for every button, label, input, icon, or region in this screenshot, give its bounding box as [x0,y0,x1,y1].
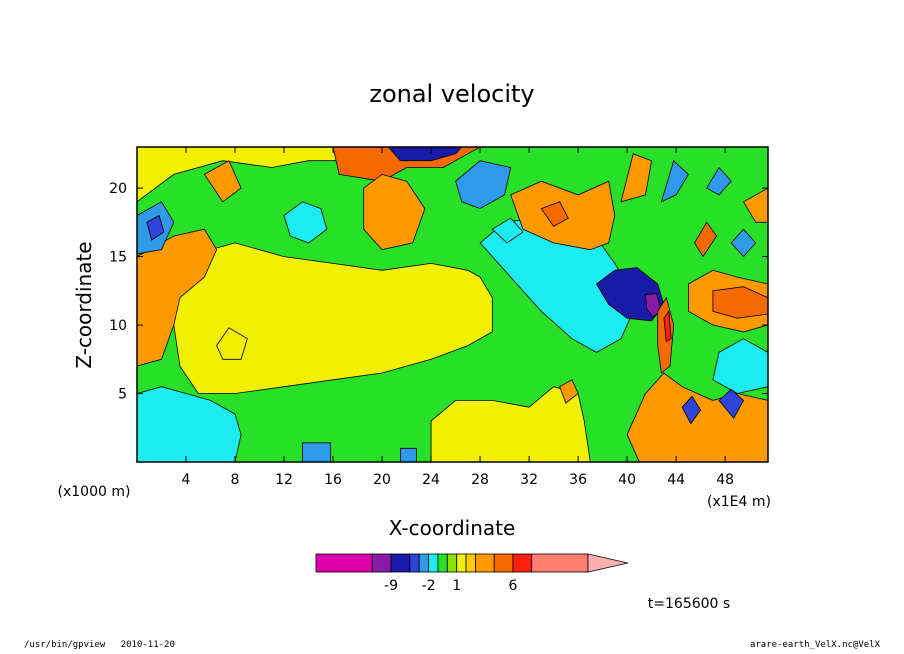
contour-region-darkorange [540,201,569,227]
contour-region-sky [660,159,689,203]
plot-date: 2010-11-20 [120,640,175,650]
contour-region-blue [146,214,165,241]
x-axis-ticks: 4 8 12 16 20 24 28 32 36 40 44 48 [182,147,734,488]
plot-area [137,147,768,462]
contour-region-orange [559,379,579,404]
colorbar-swatch-purple [371,553,392,573]
source-file: arare-earth_VelX.nc@VelX [749,640,880,650]
contour-region-cyan [283,201,328,244]
program-path: /usr/bin/gpview [24,640,106,650]
colorbar-swatch-gold [465,553,476,573]
colorbar-tick-label: 6 [509,578,518,594]
x-scale-label: (x1E4 m) [707,494,771,510]
colorbar-tick-label: -9 [384,578,398,594]
x-axis-label: X-coordinate [389,516,516,540]
contour-region-cyan [137,386,242,462]
colorbar-swatch-green [437,553,448,573]
contour-region-darkorange [694,221,717,258]
colorbar [315,553,629,573]
x-tick-label: 12 [275,472,293,488]
y-tick-label: 15 [109,250,127,266]
contour-region-cyan [491,217,524,244]
contour-region-sky [706,166,732,196]
time-label: t=165600 s [648,596,730,612]
colorbar-tick-label: 1 [452,578,461,594]
colorbar-swatch-magenta [315,553,373,573]
contour-region-navy [387,147,463,162]
x-unit-label: (x1000 m) [58,484,131,500]
contour-region-sky [455,160,512,210]
contour-region-purple [645,293,662,318]
x-tick-label: 44 [667,472,685,488]
y-tick-label: 5 [118,387,127,403]
colorbar-swatch-navy [390,553,411,573]
contour-region-sky [301,442,332,462]
contour-region-cyan [712,338,768,394]
contour-region-orange [742,187,768,223]
x-tick-label: 28 [471,472,489,488]
colorbar-labels: -9 -2 1 6 [384,578,517,594]
contour-region-darkorange [712,286,768,319]
y-tick-label: 20 [109,181,127,197]
colorbar-swatch-blue [409,553,420,573]
x-tick-label: 20 [373,472,391,488]
contour-region-orange [137,228,218,367]
x-tick-label: 36 [569,472,587,488]
chart-title: zonal velocity [369,80,534,108]
colorbar-swatch-yellow [456,553,467,573]
colorbar-swatch-sky [418,553,429,573]
x-tick-label: 48 [716,472,734,488]
x-tick-label: 8 [231,472,240,488]
colorbar-swatch-red [512,553,533,573]
colorbar-swatch-lime [446,553,458,573]
contour-region-yellow [430,386,591,462]
contour-region-sky [730,228,757,258]
footer-source-file: arare-earth_VelX.nc@VelX [750,640,880,650]
contour-region-blue [681,395,702,425]
contour-region-yellow [216,327,248,360]
colorbar-extend-arrow [587,553,629,573]
colorbar-swatch-darkorange [493,553,514,573]
x-tick-label: 32 [520,472,538,488]
footer-program-info: /usr/bin/gpview 2010-11-20 [24,640,175,650]
y-axis-ticks: 5 10 15 20 [109,181,768,403]
y-tick-label: 10 [109,318,127,334]
x-tick-label: 4 [182,472,191,488]
contour-region-yellow [173,242,493,394]
colorbar-swatch-salmon [531,553,589,573]
contour-region-sky [399,447,417,462]
contour-region-orange [620,153,653,203]
x-tick-label: 24 [422,472,440,488]
contour-region-red [663,310,672,343]
colorbar-swatch-orange [475,553,495,573]
colorbar-swatch-cyan [428,553,439,573]
contour-region-blue [718,388,745,419]
colorbar-tick-label: -2 [422,578,436,594]
x-tick-label: 40 [618,472,636,488]
contour-region-orange [363,173,426,251]
x-tick-label: 16 [324,472,342,488]
y-axis-label: Z-coordinate [72,241,96,368]
plot-frame [136,146,769,463]
contour-region-orange [203,160,242,203]
